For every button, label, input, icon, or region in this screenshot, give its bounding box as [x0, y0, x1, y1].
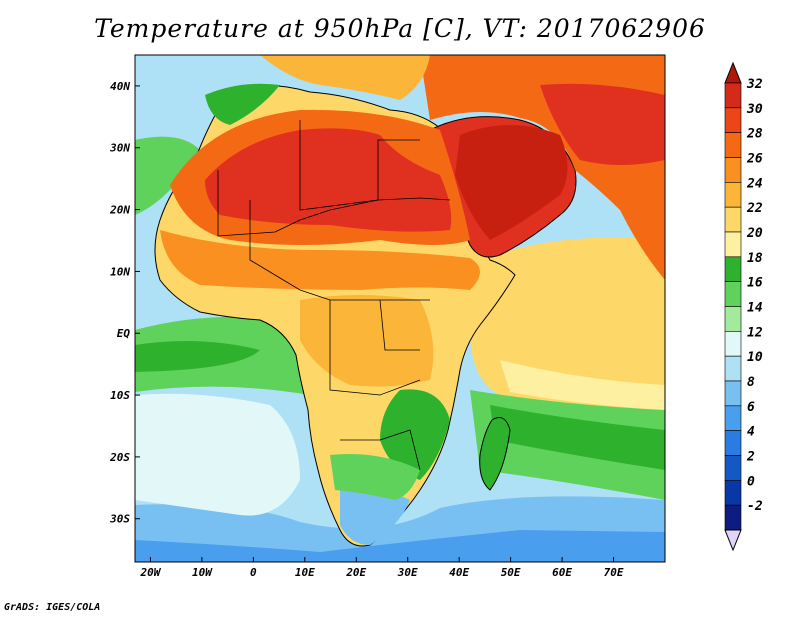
colorbar-label: 8: [747, 375, 755, 390]
lat-tick-label: 20S: [109, 451, 130, 464]
longitude-axis: 20W 10W 0 10E 20E 30E 40E 50E 60E 70E: [139, 557, 624, 579]
sahara-very-hot: [205, 128, 452, 232]
colorbar-label: 6: [747, 400, 755, 415]
lat-tick-label: 10S: [110, 389, 130, 402]
colorbar-swatch: [724, 256, 742, 282]
latitude-axis: 40N 30N 20N 10N EQ 10S 20S 30S: [109, 80, 140, 526]
colorbar-swatch: [724, 455, 742, 481]
colorbar-swatch: [724, 380, 742, 407]
map-title: Temperature at 950hPa [C], VT: 201706290…: [94, 14, 706, 43]
colorbar-swatch: [724, 182, 742, 208]
lon-tick-label: 30E: [397, 566, 418, 579]
lon-tick-label: 20E: [345, 566, 366, 579]
credit-text: GrADS: IGES/COLA: [4, 602, 101, 613]
colorbar-label: 24: [746, 176, 763, 191]
lon-tick-label: 20W: [139, 566, 161, 579]
ocean-south-colder-band: [135, 530, 665, 562]
colorbar-label: 22: [746, 201, 763, 216]
lat-tick-label: 40N: [110, 80, 130, 93]
south-africa-green: [330, 454, 420, 500]
ocean-cool-tongue: [135, 393, 300, 516]
lon-tick-label: 10W: [192, 566, 213, 579]
indian-ocean-green-dark: [490, 405, 665, 470]
lat-tick-label: 10N: [110, 265, 130, 278]
map-frame: [134, 54, 666, 563]
lon-tick-label: 10E: [295, 566, 315, 579]
colorbar-label: 30: [746, 102, 763, 117]
ocean-tropical-green-dark: [135, 341, 260, 372]
arabia-very-hot: [455, 125, 568, 240]
colorbar-label: 28: [746, 127, 763, 142]
lon-tick-label: 70E: [604, 566, 624, 579]
lon-tick-label: 50E: [501, 566, 521, 579]
colorbar-label: 26: [746, 152, 763, 167]
atlantic-north: [135, 55, 260, 160]
colorbar-under-triangle: [724, 529, 742, 552]
lat-tick-label: EQ: [117, 327, 131, 340]
med-coast-green: [205, 83, 280, 125]
colorbar-swatch: [724, 331, 742, 357]
south-africa-cool: [340, 488, 410, 545]
colorbar-swatch: [724, 82, 742, 109]
iran-hot: [540, 83, 665, 165]
atlantic-north-green: [135, 136, 200, 215]
lat-tick-label: 20N: [109, 204, 130, 217]
lon-tick-label: 40E: [449, 566, 469, 579]
lon-tick-label: 0: [250, 566, 257, 579]
lon-tick-label: 60E: [552, 566, 572, 579]
colorbar-label: -2: [747, 499, 763, 514]
colorbar-label: 16: [747, 276, 763, 291]
colorbar-swatch: [724, 355, 742, 382]
colorbar-label: 12: [747, 325, 763, 340]
colorbar-label: 2: [746, 450, 755, 465]
colorbar-swatch: [724, 231, 742, 258]
temperature-map: [135, 55, 665, 562]
country-borders: [217, 120, 451, 471]
colorbar-swatch: [724, 281, 742, 307]
colorbar-swatch: [724, 206, 742, 233]
colorbar-swatch: [724, 107, 742, 133]
sahel-orange: [160, 230, 480, 290]
colorbar-swatch: [724, 132, 742, 158]
colorbar-over-triangle: [724, 61, 742, 84]
congo-warm: [300, 295, 434, 387]
lat-tick-label: 30S: [109, 513, 130, 526]
europe-landmass: [260, 55, 430, 100]
indian-ocean-mid: [500, 360, 665, 410]
colorbar-label: 18: [747, 251, 763, 266]
colorbar-label: 14: [747, 301, 763, 316]
colorbar-swatch: [724, 504, 742, 531]
colorbar-swatch: [724, 306, 742, 332]
colorbar-label: 0: [747, 474, 755, 489]
lat-tick-label: 30N: [109, 142, 130, 155]
colorbar-label: 20: [746, 226, 763, 241]
colorbar-label: 32: [746, 77, 763, 92]
colorbar-label: 4: [747, 425, 755, 440]
colorbar-swatch: [724, 157, 742, 183]
colorbar-swatch: [724, 480, 742, 506]
colorbar-swatch: [724, 430, 742, 456]
madagascar: [479, 417, 511, 491]
east-africa-green: [380, 389, 450, 480]
colorbar-swatch: [724, 405, 742, 431]
colorbar-label: 10: [747, 350, 763, 365]
